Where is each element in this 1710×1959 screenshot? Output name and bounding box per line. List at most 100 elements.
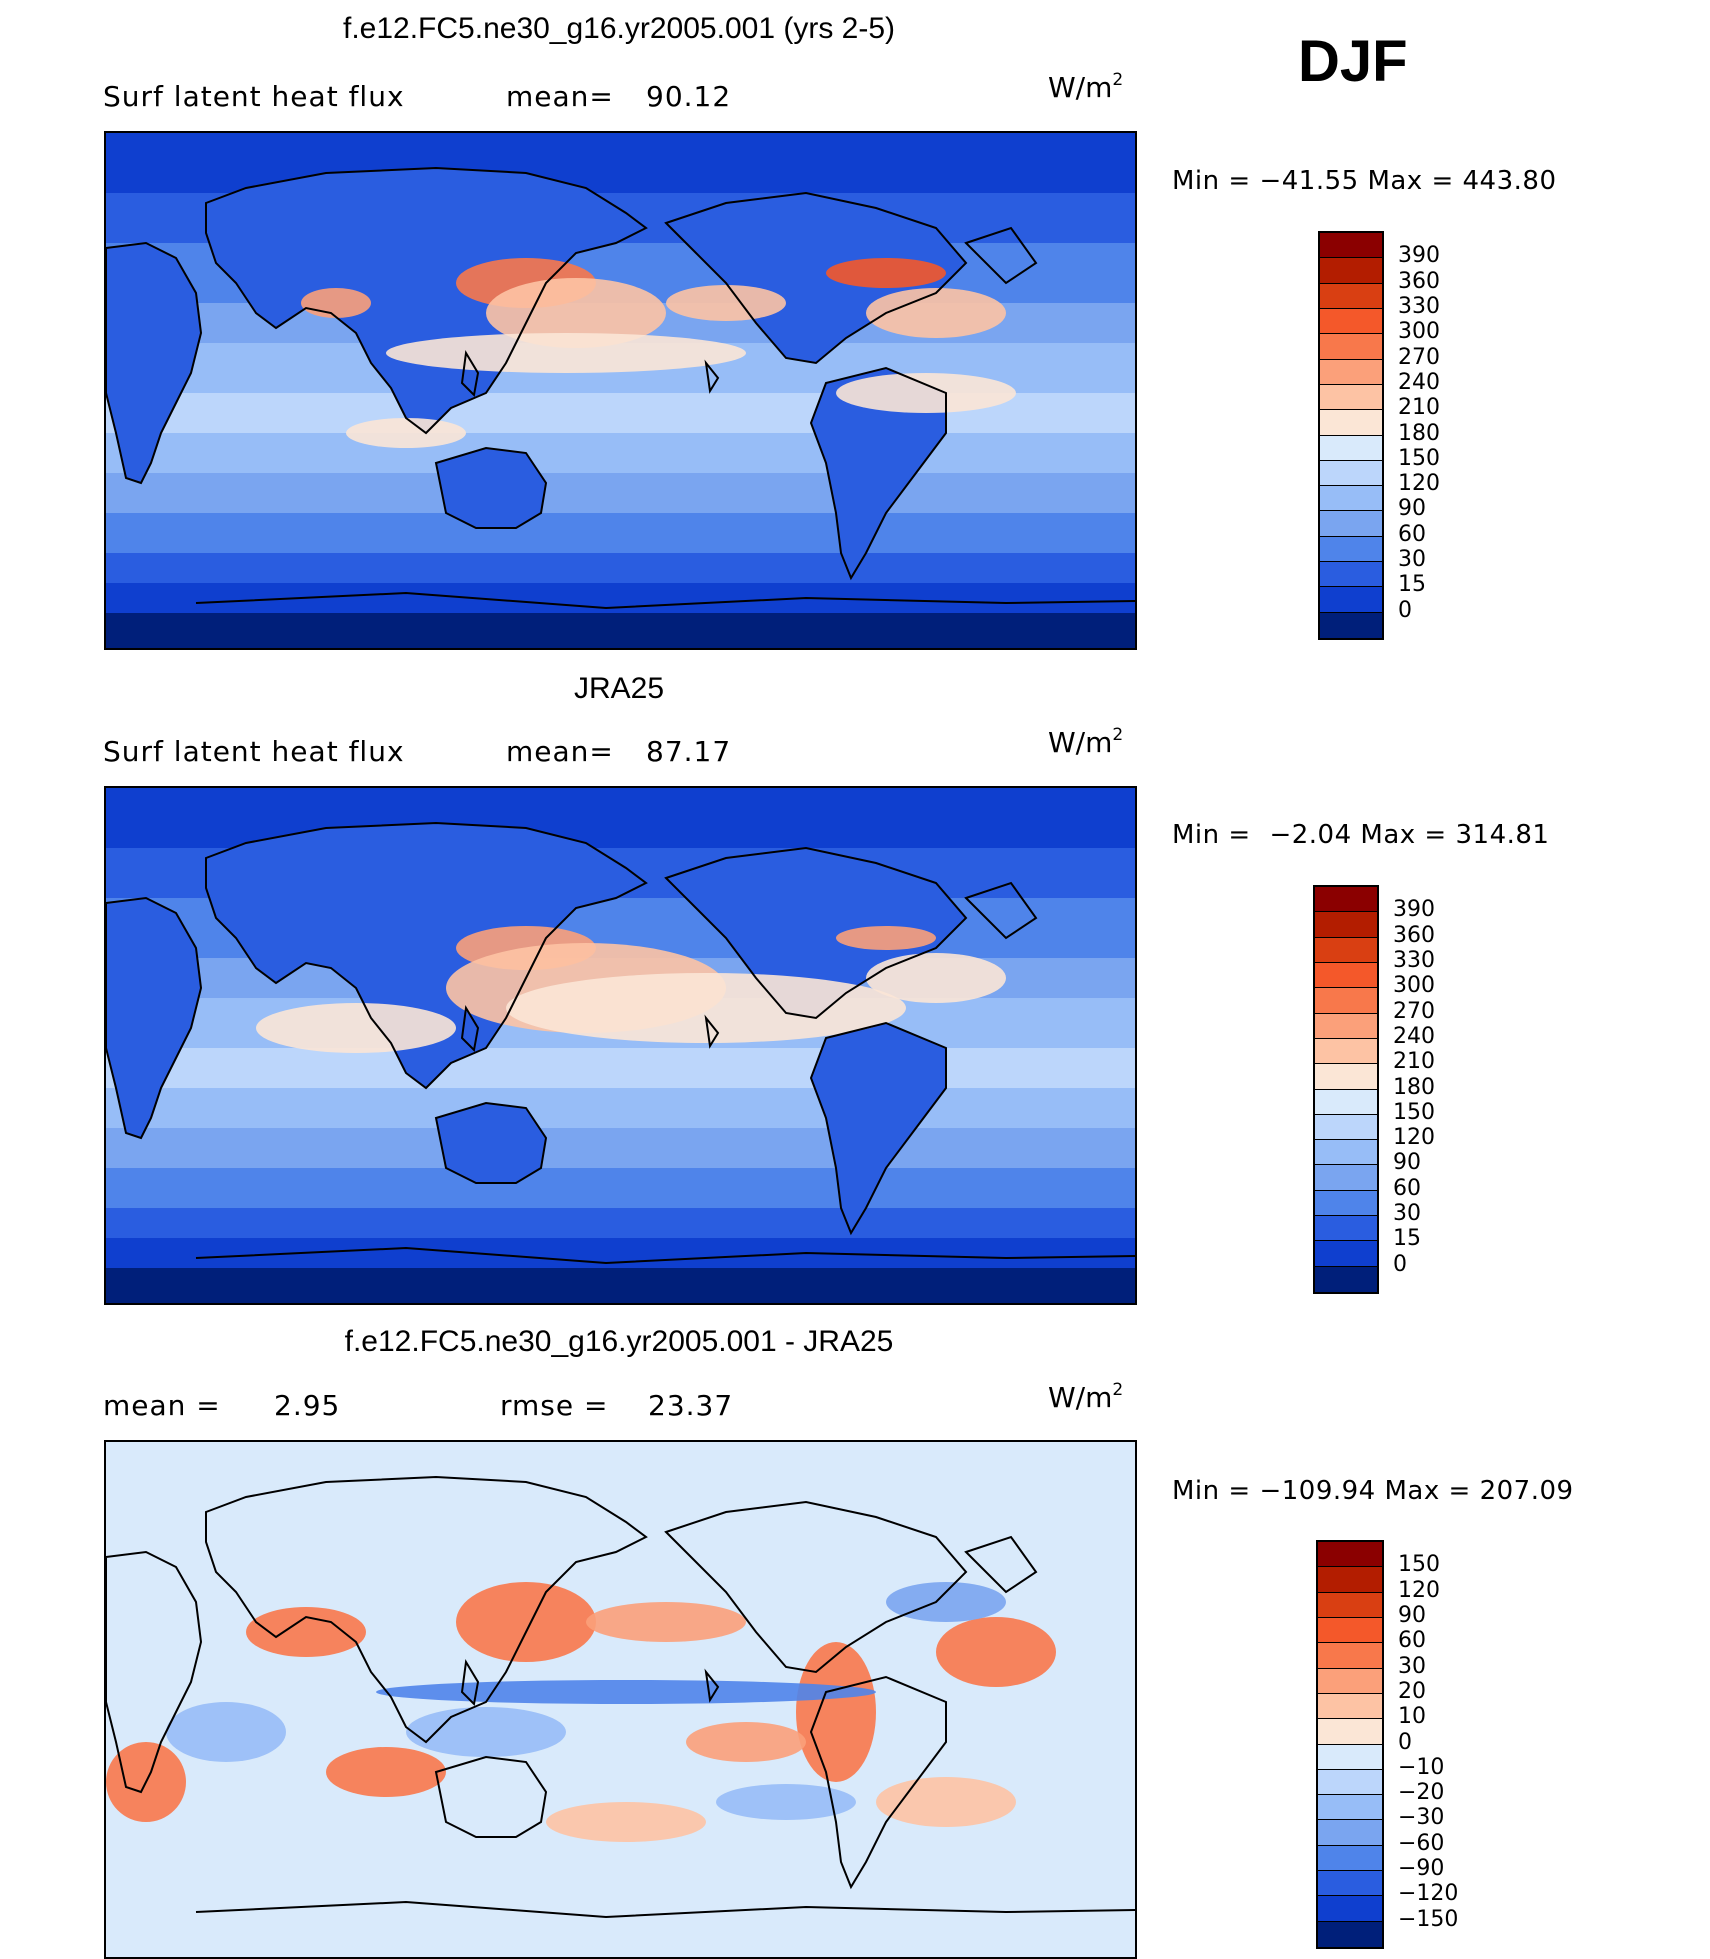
colorbar-level-label: 90: [1393, 1150, 1421, 1176]
map-coastline: [809, 1675, 947, 1890]
colorbar-swatch: [1320, 587, 1382, 613]
map-coastline: [195, 1900, 1135, 1919]
colorbar-swatch: [1320, 359, 1382, 385]
colorbar-swatch: [1315, 988, 1377, 1014]
map-coastline: [460, 1659, 480, 1707]
map-latitude-band: [106, 613, 1135, 648]
map-contour-patch: [826, 258, 946, 288]
colorbar-swatch: [1315, 1114, 1377, 1141]
colorbar-level-label: 330: [1393, 947, 1435, 973]
map-contour-patch: [346, 418, 466, 448]
colorbar-swatch: [1315, 1266, 1377, 1292]
panel-3-max-label: Max =: [1384, 1476, 1471, 1506]
colorbar-swatch: [1320, 334, 1382, 360]
map-coastline: [434, 446, 548, 529]
map-contour-patch: [456, 1582, 596, 1662]
colorbar-swatch: [1320, 435, 1382, 461]
map-latitude-band: [106, 1048, 1135, 1088]
colorbar-swatch: [1318, 1845, 1382, 1872]
map-contour-patch: [866, 953, 1006, 1003]
colorbar-level-label: 270: [1393, 998, 1435, 1024]
colorbar-swatch: [1318, 1592, 1382, 1618]
map-contour-patch: [406, 1707, 566, 1757]
panel-2-colorbar: [1313, 885, 1379, 1294]
map-coastline: [809, 1021, 947, 1236]
map-land-fill: [666, 193, 966, 363]
panel-2-map-svg: [106, 788, 1135, 1303]
map-latitude-band: [106, 473, 1135, 513]
colorbar-swatch: [1315, 1013, 1377, 1039]
colorbar-swatch: [1320, 384, 1382, 411]
panel-3-mean-label: mean =: [103, 1389, 221, 1422]
map-coastline: [964, 1535, 1038, 1594]
colorbar-level-label: 360: [1398, 268, 1440, 294]
colorbar-level-label: 390: [1398, 243, 1440, 269]
panel-1-max-label: Max =: [1367, 166, 1454, 196]
panel-2-mean-label: mean=: [506, 735, 614, 768]
colorbar-level-label: 0: [1398, 597, 1412, 623]
map-contour-patch: [866, 288, 1006, 338]
map-contour-patch: [506, 973, 906, 1043]
map-contour-patch: [586, 1602, 746, 1642]
colorbar-level-label: 360: [1393, 922, 1435, 948]
colorbar-level-label: −60: [1398, 1830, 1445, 1856]
map-contour-patch: [246, 1607, 366, 1657]
map-contour-patch: [386, 333, 746, 373]
panel-3-max-value: 207.09: [1479, 1476, 1574, 1506]
panel-3-units: W/m2: [1048, 1380, 1124, 1414]
colorbar-swatch: [1315, 1165, 1377, 1191]
panel-2-title: JRA25: [573, 672, 665, 705]
map-contour-patch: [256, 1003, 456, 1053]
panel-3-map-svg: [106, 1442, 1135, 1957]
colorbar-level-label: 300: [1393, 973, 1435, 999]
colorbar-level-label: 60: [1398, 1628, 1426, 1654]
colorbar-level-label: −30: [1398, 1805, 1445, 1831]
colorbar-swatch: [1320, 233, 1382, 259]
map-contour-patch: [796, 1642, 876, 1782]
map-contour-patch: [936, 1617, 1056, 1687]
colorbar-swatch: [1320, 460, 1382, 487]
panel-2-units: W/m2: [1048, 725, 1124, 759]
colorbar-swatch: [1318, 1643, 1382, 1669]
map-coastline: [664, 846, 968, 1020]
panel-2-field-label: Surf latent heat flux: [103, 735, 405, 768]
map-antarctic-band: [106, 1912, 1135, 1957]
colorbar-swatch: [1318, 1668, 1382, 1694]
colorbar-swatch: [1315, 937, 1377, 963]
colorbar-level-label: −90: [1398, 1856, 1445, 1882]
map-coastline: [195, 591, 1135, 610]
map-contour-patch: [876, 1777, 1016, 1827]
colorbar-level-label: 390: [1393, 897, 1435, 923]
colorbar-swatch: [1318, 1896, 1382, 1922]
colorbar-level-label: −10: [1398, 1754, 1445, 1780]
map-land-fill: [811, 1023, 946, 1233]
colorbar-swatch: [1318, 1795, 1382, 1821]
colorbar-level-label: 30: [1398, 547, 1426, 573]
panel-3-mean-value: 2.95: [274, 1389, 341, 1422]
map-coastline: [704, 1668, 720, 1703]
colorbar-level-label: 180: [1393, 1074, 1435, 1100]
colorbar-level-label: −150: [1398, 1906, 1459, 1932]
colorbar-swatch: [1320, 536, 1382, 563]
panel-1-min-label: Min =: [1172, 166, 1251, 196]
colorbar-level-label: 120: [1393, 1125, 1435, 1151]
panel-3-rmse-value: 23.37: [648, 1389, 734, 1422]
map-latitude-band: [106, 1238, 1135, 1268]
panel-2-max-label: Max =: [1360, 820, 1447, 850]
colorbar-swatch: [1318, 1719, 1382, 1745]
map-contour-patch: [836, 373, 1016, 413]
map-latitude-band: [106, 1088, 1135, 1128]
colorbar-swatch: [1320, 410, 1382, 436]
map-land-fill: [206, 823, 646, 1088]
panel-1-mean-value: 90.12: [646, 80, 732, 113]
colorbar-swatch: [1320, 486, 1382, 512]
colorbar-level-label: 240: [1398, 369, 1440, 395]
map-land-fill: [106, 243, 201, 483]
map-coastline: [205, 1475, 648, 1744]
colorbar-swatch: [1318, 1744, 1382, 1770]
panel-2-min-value: −2.04: [1269, 820, 1352, 850]
colorbar-level-label: 270: [1398, 344, 1440, 370]
colorbar-level-label: 210: [1393, 1049, 1435, 1075]
map-coastline: [205, 166, 648, 435]
map-contour-patch: [376, 1680, 876, 1704]
